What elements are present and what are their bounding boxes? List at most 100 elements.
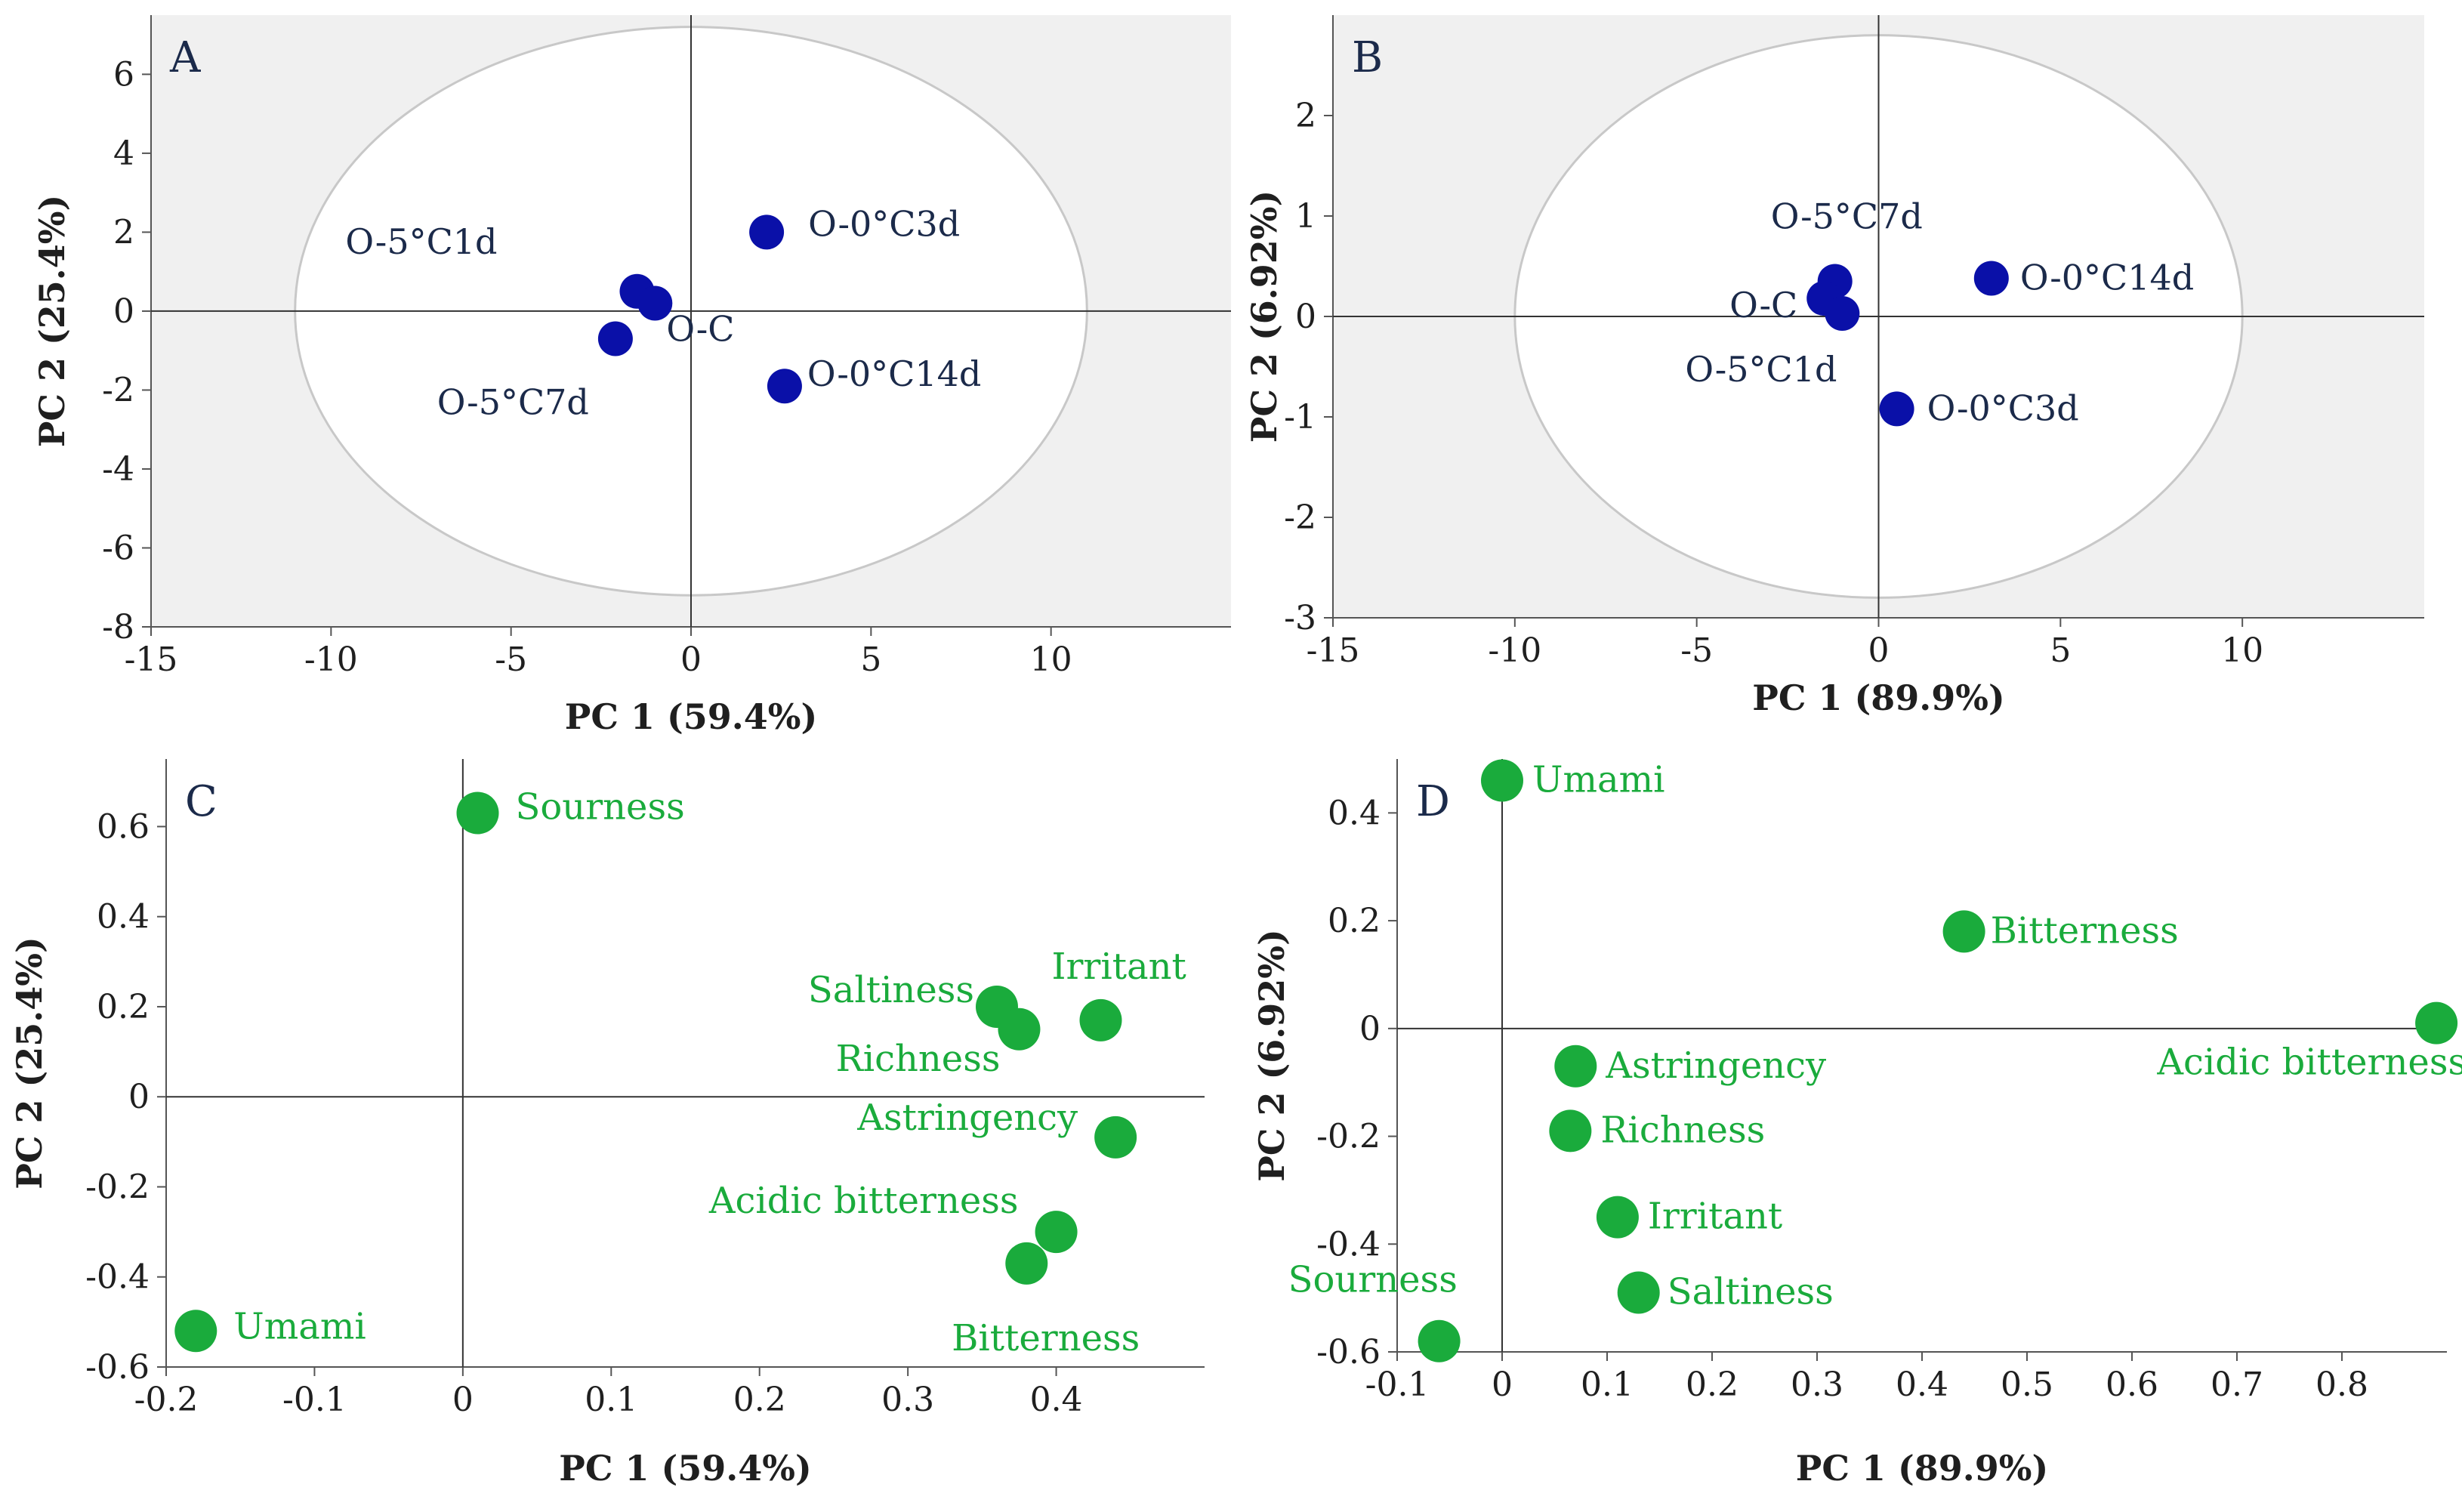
panel-letter-c: C	[185, 777, 218, 826]
data-point	[1596, 1196, 1639, 1239]
y-tick-label: 0.2	[1328, 902, 1381, 940]
x-tick-label: -0.2	[134, 1381, 199, 1419]
y-tick-label: -0.4	[85, 1258, 150, 1297]
x-tick-label: 0.2	[733, 1381, 786, 1419]
x-tick-label: 5	[2050, 631, 2071, 670]
panel-letter-b: B	[1352, 33, 1383, 82]
y-tick-label: -0.4	[1316, 1225, 1381, 1264]
data-point	[1879, 391, 1914, 427]
point-label: O-C	[1729, 285, 1797, 326]
y-tick-label: -0.2	[85, 1168, 150, 1206]
y-tick-label: 0.2	[97, 988, 150, 1026]
x-tick-label: 0.6	[2106, 1365, 2158, 1404]
x-tick-label: -10	[1488, 631, 1541, 670]
x-tick-label: 0.8	[2315, 1365, 2368, 1404]
points-c: Sourness Saltiness Richness Irritant Astring…	[174, 786, 1186, 1359]
point-label: O-0°C3d	[1927, 387, 2079, 428]
y-tick-label: -1	[1284, 398, 1316, 437]
points-a: O-5°C1d O-C O-5°C7d O-0°C3d O-0°C14d	[345, 203, 981, 422]
y-tick-label: -0.6	[1316, 1333, 1381, 1372]
data-point	[174, 1310, 218, 1353]
x-tick-label: -5	[1680, 631, 1713, 670]
y-tick-label: -2	[102, 371, 134, 409]
x-tick-label: -0.1	[282, 1381, 347, 1419]
x-tick-label: -10	[304, 640, 358, 679]
y-axis-title-d: PC 2 (6.92%)	[1251, 929, 1292, 1182]
point-label: Irritant	[1052, 946, 1186, 988]
y-tick-label: 2	[113, 213, 134, 251]
point-label: O-5°C7d	[1771, 196, 1923, 236]
x-tick-label: 10	[1030, 640, 1072, 679]
y-tick-label: 0.4	[1328, 794, 1381, 832]
data-point	[767, 369, 802, 404]
x-tick-label: 0.3	[1791, 1365, 1843, 1404]
x-axis-title-a: PC 1 (59.4%)	[565, 696, 818, 737]
points-b: O-5°C7d O-C O-5°C1d O-0°C14d O-0°C3d	[1685, 196, 2194, 428]
y-tick-label: 2	[1295, 97, 1316, 135]
y-axis-title-b: PC 2 (6.92%)	[1244, 190, 1285, 443]
point-label: Saltiness	[808, 969, 974, 1011]
y-tick-label: -3	[1284, 599, 1316, 637]
point-label: O-5°C7d	[437, 382, 589, 423]
data-point	[1617, 1271, 1660, 1314]
point-label: Richness	[1600, 1109, 1765, 1151]
point-label: Sourness	[516, 786, 685, 829]
points-d: Umami Bitterness Acidic bitterness Astringe…	[1288, 759, 2462, 1362]
x-tick-label: 0	[680, 640, 702, 679]
data-point	[1094, 1115, 1137, 1159]
y-tick-label: 0	[1295, 298, 1316, 336]
panel-letter-d: D	[1416, 777, 1450, 826]
data-point	[1549, 1109, 1592, 1153]
y-tick-label: 0	[1359, 1010, 1381, 1048]
y-tick-label: 1	[1295, 197, 1316, 236]
y-axis-title-a: PC 2 (25.4%)	[32, 195, 73, 448]
point-label: O-5°C1d	[345, 221, 497, 262]
data-point	[637, 285, 673, 321]
x-tick-label: 0.4	[1896, 1365, 1948, 1404]
y-tick-label: 0.4	[97, 898, 150, 937]
point-label: Astringency	[856, 1097, 1078, 1139]
x-tick-label: 0.7	[2211, 1365, 2263, 1404]
x-tick-label: -15	[125, 640, 178, 679]
data-point	[2415, 1001, 2458, 1045]
point-label: Acidic bitterness	[2156, 1041, 2462, 1084]
point-label: Acidic bitterness	[708, 1180, 1019, 1222]
data-point	[1825, 296, 1860, 332]
y-tick-label: 0	[113, 292, 134, 331]
x-axis-title-d: PC 1 (89.9%)	[1796, 1448, 2049, 1489]
point-label: Bitterness	[952, 1317, 1140, 1359]
x-tick-label: 0	[1868, 631, 1890, 670]
point-label: Astringency	[1605, 1045, 1826, 1087]
data-point	[749, 214, 785, 250]
x-tick-label: 0.5	[2001, 1365, 2053, 1404]
x-axis-title-b: PC 1 (89.9%)	[1752, 677, 2005, 718]
y-tick-label: -6	[102, 529, 134, 567]
point-label: O-0°C14d	[2020, 257, 2194, 298]
point-label: Bitterness	[1991, 909, 2179, 952]
y-tick-label: -4	[102, 450, 134, 489]
data-point	[456, 791, 499, 835]
y-tick-label: 6	[113, 55, 134, 94]
y-tick-label: 4	[113, 134, 134, 173]
point-label: Umami	[233, 1305, 366, 1347]
data-point	[1481, 759, 1523, 802]
x-tick-label: 0.3	[881, 1381, 934, 1419]
x-tick-label: 0.1	[1581, 1365, 1634, 1404]
x-tick-label: 0.2	[1686, 1365, 1739, 1404]
x-tick-label: 0	[1492, 1365, 1513, 1404]
point-label: O-C	[666, 308, 734, 349]
y-axis-title-c: PC 2 (25.4%)	[9, 937, 50, 1190]
x-tick-label: 0	[452, 1381, 474, 1419]
point-label: Sourness	[1288, 1259, 1458, 1301]
x-tick-label: -15	[1307, 631, 1360, 670]
y-tick-label: 0.6	[97, 807, 150, 846]
point-label: Richness	[836, 1038, 1001, 1080]
point-label: O-0°C14d	[807, 353, 981, 394]
panel-letter-a: A	[169, 33, 201, 82]
data-point	[597, 321, 633, 356]
y-tick-label: -2	[1284, 498, 1316, 537]
data-point	[1554, 1045, 1597, 1088]
point-label: O-0°C3d	[808, 203, 960, 244]
